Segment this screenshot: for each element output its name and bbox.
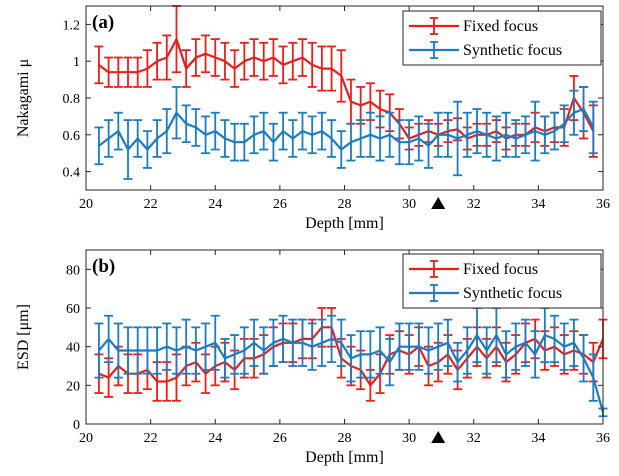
depth-marker-triangle (431, 431, 446, 443)
x-tick-label: 22 (144, 431, 158, 446)
x-tick-label: 32 (467, 431, 481, 446)
x-tick-label: 34 (531, 197, 545, 212)
legend-box (402, 10, 602, 66)
legend-label: Fixed focus (463, 261, 538, 278)
x-tick-label: 28 (338, 431, 352, 446)
y-tick-label: 0.4 (63, 166, 81, 181)
x-tick-label: 24 (208, 431, 222, 446)
x-axis-label: Depth [mm] (305, 215, 384, 232)
depth-marker-triangle (431, 197, 446, 209)
y-axis-label: ESD [μm] (15, 304, 32, 370)
legend: Fixed focus Synthetic focus (402, 10, 602, 66)
y-axis-label: Nakagami μ (15, 59, 32, 137)
x-tick-label: 32 (467, 197, 481, 212)
x-tick-label: 26 (273, 197, 287, 212)
x-tick-label: 36 (596, 197, 610, 212)
y-tick-label: 1 (73, 55, 80, 70)
x-tick-label: 26 (273, 431, 287, 446)
y-tick-label: 0.6 (63, 129, 81, 144)
series-synthetic (94, 307, 608, 418)
x-tick-label: 20 (79, 197, 93, 212)
x-tick-label: 28 (338, 197, 352, 212)
panel-a: 20 22 24 26 28 30 32 34 36 0.4 0.6 0.8 1 1.2 Depth [mm… (15, 5, 610, 232)
x-tick-label: 30 (402, 197, 416, 212)
panel-label: (b) (92, 256, 115, 277)
x-tick-label: 22 (144, 197, 158, 212)
legend: Fixed focus Synthetic focus (402, 253, 602, 309)
series-synthetic (94, 86, 598, 180)
y-tick-label: 40 (66, 341, 80, 356)
x-axis-label: Depth [mm] (305, 449, 384, 466)
series-line (98, 334, 605, 413)
x-tick-label: 20 (79, 431, 93, 446)
legend-label: Fixed focus (463, 18, 538, 35)
y-tick-label: 20 (66, 379, 80, 394)
y-tick-label: 60 (66, 302, 80, 317)
y-tick-label: 80 (66, 263, 80, 278)
series-line (98, 107, 595, 151)
x-tick-label: 36 (596, 431, 610, 446)
x-tick-label: 34 (531, 431, 545, 446)
y-tick-label: 0 (73, 418, 80, 433)
y-tick-label: 1.2 (63, 18, 81, 33)
legend-label: Synthetic focus (463, 42, 562, 59)
x-tick-label: 30 (402, 431, 416, 446)
legend-box (402, 253, 602, 309)
legend-label: Synthetic focus (463, 285, 562, 302)
y-tick-label: 0.8 (63, 92, 81, 107)
x-tick-label: 24 (208, 197, 222, 212)
panel-label: (a) (92, 12, 114, 33)
